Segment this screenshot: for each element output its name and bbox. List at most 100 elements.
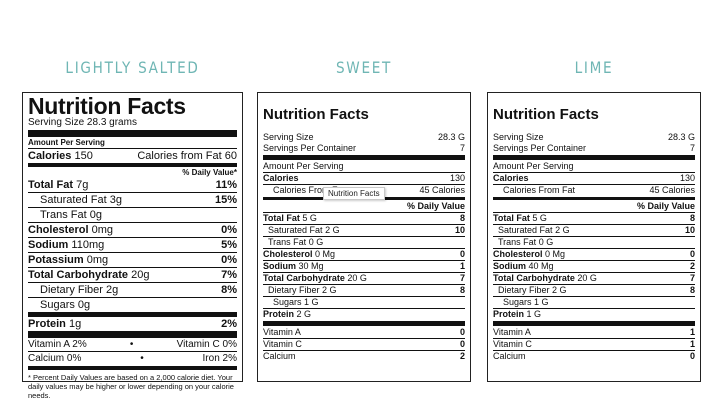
nutrient-label: Trans Fat — [268, 237, 307, 247]
amount-per-serving: Amount Per Serving — [263, 161, 344, 171]
nutrient-label: Protein — [493, 309, 525, 319]
nutrient-daily-value: 8 — [689, 213, 695, 223]
nutrient-label: Total Fat — [493, 213, 530, 223]
servings-row: Servings Per Container 7 — [263, 143, 465, 154]
vitamin-right: Iron 2% — [202, 353, 237, 364]
calories-value: 130 — [449, 173, 465, 183]
nutrient-label: Saturated Fat — [268, 225, 323, 235]
nutrient-label: Sodium — [263, 261, 296, 271]
nutrient-label: Dietary Fiber — [40, 284, 103, 296]
nutrient-name: Sodium 110mg — [28, 238, 104, 252]
vitamin-row: Calcium 0% • Iron 2% — [28, 351, 237, 365]
vitamin-label: Vitamin A — [493, 327, 531, 337]
nutrient-amount: 0mg — [91, 224, 113, 236]
nutrient-name: Sugars 0g — [28, 298, 90, 312]
nutrient-label: Total Carbohydrate — [28, 269, 129, 281]
nutrient-daily-value: 0% — [221, 224, 237, 236]
vitamin-value: 0 — [689, 351, 695, 361]
nutrient-row: Dietary Fiber 2g 8% — [28, 282, 237, 297]
nutrient-row: Trans Fat 0 G — [263, 236, 465, 248]
nutrient-label: Trans Fat — [40, 209, 87, 221]
nutrient-daily-value: 15% — [214, 194, 237, 206]
nutrient-amount: 2 G — [552, 285, 567, 295]
nutrient-amount: 0g — [77, 299, 91, 311]
nutrient-name: Protein 2 G — [263, 309, 311, 320]
servings-row: Servings Per Container 7 — [493, 143, 695, 154]
serving-size-row: Serving Size 28.3 G — [493, 132, 695, 143]
nutrient-amount: 7g — [76, 179, 89, 191]
nutrient-daily-value: 8 — [459, 213, 465, 223]
nutrient-name: Total Fat 5 G — [263, 213, 317, 224]
nutrient-amount: 20 G — [577, 273, 597, 283]
label-title: Nutrition Facts — [28, 93, 186, 119]
vitamin-bullet: • — [140, 353, 144, 364]
nutrient-row: Sugars 0g — [28, 297, 237, 312]
nutrient-row: Protein 2 G — [263, 308, 465, 320]
nutrient-label: Saturated Fat — [40, 194, 107, 206]
nutrient-amount: 0mg — [86, 254, 109, 266]
nutrient-daily-value: 10 — [684, 225, 695, 235]
nutrient-name: Sodium 30 Mg — [263, 261, 324, 272]
nutrient-name: Total Carbohydrate 20 G — [263, 273, 367, 284]
nutrient-daily-value: 0 — [689, 249, 695, 259]
nutrient-label: Saturated Fat — [498, 225, 553, 235]
daily-value-header: % Daily Value* — [182, 168, 237, 177]
vitamin-label: Vitamin C — [493, 339, 532, 349]
nutrient-row: Sodium 40 Mg 2 — [493, 260, 695, 272]
nutrient-row: Total Fat 5 G 8 — [263, 213, 465, 224]
nutrient-row: Saturated Fat 2 G 10 — [493, 224, 695, 236]
nutrient-name: Trans Fat 0 G — [263, 237, 323, 248]
calories-from-fat-row: Calories From Fat 45 Calories — [263, 185, 465, 196]
nutrient-row: Total Carbohydrate 20g 7% — [28, 267, 237, 282]
nutrient-amount: 40 Mg — [528, 261, 554, 271]
nutrient-amount: 20g — [131, 269, 150, 281]
calories-label: Calories — [493, 173, 529, 183]
footnote: * Percent Daily Values are based on a 2,… — [28, 373, 234, 400]
nutrient-amount: 0 G — [538, 237, 554, 247]
nutrient-label: Sodium — [493, 261, 526, 271]
nutrient-amount: 0 G — [308, 237, 324, 247]
nutrient-name: Dietary Fiber 2 G — [493, 285, 567, 296]
nutrient-row: Total Fat 7g 11% — [28, 178, 237, 192]
nutrient-label: Cholesterol — [28, 224, 89, 236]
vitamin-right: Vitamin C 0% — [176, 339, 237, 350]
servings-value: 7 — [459, 143, 465, 153]
nutrient-label: Sugars — [273, 297, 302, 307]
nutrient-label: Cholesterol — [263, 249, 313, 259]
nutrient-amount: 1 G — [534, 297, 549, 307]
calories-value: 130 — [679, 173, 695, 183]
nutrient-name: Total Fat 5 G — [493, 213, 547, 224]
nutrient-label: Dietary Fiber — [268, 285, 320, 295]
nutrient-label: Total Carbohydrate — [263, 273, 345, 283]
nutrient-amount: 5 G — [532, 213, 547, 223]
nutrient-row: Sugars 1 G — [263, 296, 465, 308]
nutrient-row: Total Carbohydrate 20 G 7 — [493, 272, 695, 284]
nutrient-name: Sugars 1 G — [493, 297, 549, 308]
nutrient-name: Saturated Fat 3g — [28, 193, 122, 207]
nutrient-name: Cholesterol 0 Mg — [263, 249, 335, 260]
label-title: Nutrition Facts — [493, 106, 599, 123]
vitamin-row: Vitamin C 0 — [263, 338, 465, 350]
nutrient-label: Trans Fat — [498, 237, 537, 247]
vitamin-row: Vitamin A 1 — [493, 327, 695, 338]
serving-size-label: Serving Size — [493, 132, 544, 142]
nutrient-label: Total Carbohydrate — [493, 273, 575, 283]
vitamin-value: 0 — [459, 339, 465, 349]
vitamin-row: Calcium 0 — [493, 350, 695, 362]
vitamin-row: Vitamin C 1 — [493, 338, 695, 350]
tooltip: Nutrition Facts — [323, 187, 385, 200]
nutrient-row: Cholesterol 0 Mg 0 — [263, 248, 465, 260]
nutrient-row: Saturated Fat 3g 15% — [28, 192, 237, 207]
servings-label: Servings Per Container — [263, 143, 357, 153]
nutrient-row: Sugars 1 G — [493, 296, 695, 308]
calories-from-fat-label: Calories From Fat — [503, 185, 576, 195]
nutrient-row: Sodium 110mg 5% — [28, 237, 237, 252]
nutrient-name: Total Carbohydrate 20 G — [493, 273, 597, 284]
nutrient-amount: 30 Mg — [298, 261, 324, 271]
nutrient-row: Saturated Fat 2 G 10 — [263, 224, 465, 236]
nutrient-amount: 3g — [109, 194, 122, 206]
nutrient-row: Total Fat 5 G 8 — [493, 213, 695, 224]
nutrient-row: Protein 1g 2% — [28, 316, 237, 331]
vitamin-list: Vitamin A 2% • Vitamin C 0% Calcium 0% • Iron… — [28, 338, 237, 365]
nutrient-daily-value: 7 — [689, 273, 695, 283]
